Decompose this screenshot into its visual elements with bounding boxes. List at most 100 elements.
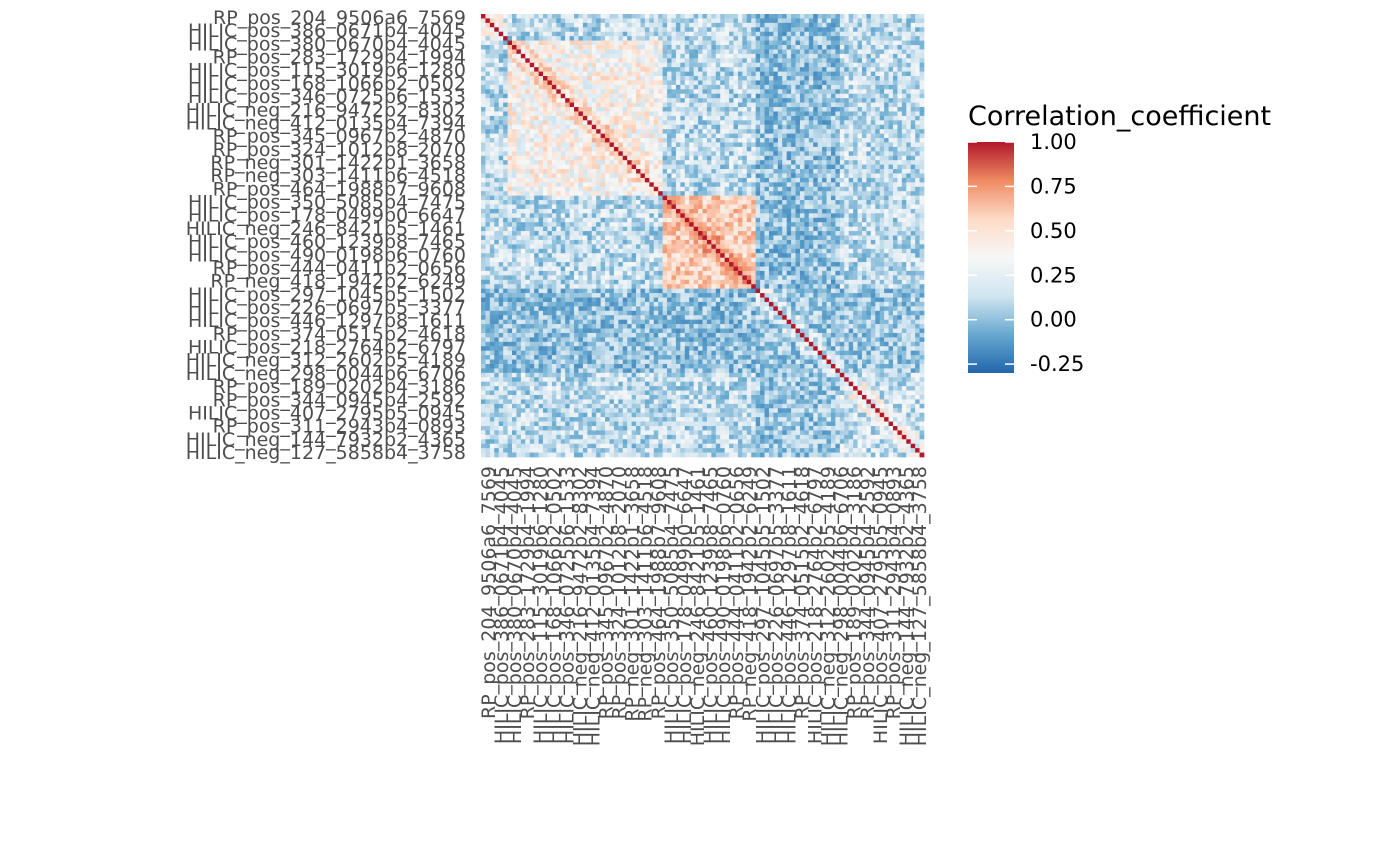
heatmap-cell (538, 169, 544, 174)
heatmap-cell (675, 226, 681, 232)
heatmap-cell (675, 133, 681, 139)
heatmap-cell (662, 49, 668, 55)
heatmap-cell (737, 208, 743, 214)
heatmap-cell (547, 111, 553, 117)
heatmap-cell (587, 208, 593, 214)
heatmap-cell (516, 107, 522, 112)
heatmap-cell (857, 18, 863, 24)
heatmap-cell (591, 124, 597, 130)
heatmap-cell (702, 27, 708, 33)
heatmap-cell (817, 67, 823, 72)
heatmap-cell (715, 84, 721, 90)
heatmap-cell (591, 169, 597, 174)
heatmap-cell (543, 222, 548, 227)
heatmap-cell (768, 58, 774, 64)
heatmap-cell (826, 98, 832, 103)
heatmap-cell (795, 151, 801, 157)
heatmap-cell (799, 18, 805, 24)
heatmap-cell (799, 231, 805, 236)
heatmap-cell (591, 40, 597, 46)
heatmap-cell (822, 31, 827, 37)
heatmap-cell (884, 49, 889, 55)
heatmap-cell (587, 45, 593, 50)
heatmap-cell (569, 98, 575, 103)
heatmap-cell (764, 53, 770, 59)
heatmap-cell (489, 58, 495, 64)
heatmap-cell (653, 169, 659, 174)
heatmap-cell (569, 31, 575, 37)
heatmap-cell (835, 164, 841, 170)
heatmap-cell (649, 49, 655, 55)
heatmap-cell (777, 89, 783, 95)
heatmap-cell (596, 124, 601, 130)
heatmap-cell (698, 98, 703, 103)
heatmap-cell (857, 146, 863, 152)
heatmap-cell (543, 200, 548, 205)
heatmap-cell (711, 115, 717, 121)
heatmap-cell (782, 62, 788, 68)
heatmap-cell (844, 53, 850, 59)
heatmap-cell (512, 146, 517, 152)
heatmap-cell (684, 31, 690, 37)
heatmap-cell (680, 58, 686, 64)
heatmap-cell (644, 217, 650, 223)
heatmap-cell (760, 40, 765, 46)
heatmap-cell (724, 146, 730, 152)
heatmap-cell (636, 93, 641, 99)
heatmap-cell (569, 191, 575, 196)
heatmap-cell (915, 22, 920, 28)
heatmap-cell (892, 40, 898, 46)
heatmap-cell (768, 124, 774, 130)
heatmap-cell (760, 195, 765, 201)
heatmap-cell (764, 45, 770, 50)
heatmap-cell (848, 151, 854, 157)
heatmap-cell (755, 71, 761, 77)
heatmap-cell (897, 151, 903, 157)
heatmap-cell (888, 93, 894, 99)
heatmap-cell (507, 93, 513, 99)
heatmap-cell (760, 160, 765, 165)
heatmap-cell (906, 53, 912, 59)
heatmap-cell (609, 53, 615, 59)
heatmap-cell (702, 80, 708, 86)
heatmap-cell (574, 40, 579, 46)
heatmap-cell (609, 231, 615, 236)
heatmap-cell (901, 195, 907, 201)
heatmap-cell (618, 182, 624, 188)
heatmap-cell (786, 155, 792, 161)
heatmap-cell (892, 164, 898, 170)
heatmap-cell (897, 120, 903, 126)
heatmap-cell (675, 222, 681, 227)
heatmap-cell (715, 102, 721, 108)
heatmap-cell (516, 177, 522, 183)
heatmap-cell (574, 208, 579, 214)
heatmap-cell (613, 155, 619, 161)
heatmap-cell (631, 111, 637, 117)
heatmap-cell (799, 93, 805, 99)
heatmap-cell (910, 22, 916, 28)
heatmap-cell (799, 62, 805, 68)
heatmap-cell (582, 89, 588, 95)
heatmap-cell (609, 124, 615, 130)
heatmap-cell (667, 195, 672, 201)
heatmap-cell (684, 213, 690, 219)
heatmap-cell (879, 115, 885, 121)
heatmap-cell (658, 191, 663, 196)
heatmap-cell (857, 173, 863, 179)
heatmap-cell (587, 62, 593, 68)
heatmap-cell (618, 213, 624, 219)
heatmap-cell (808, 62, 814, 68)
heatmap-cell (591, 133, 597, 139)
heatmap-cell (556, 45, 562, 50)
heatmap-cell (906, 186, 912, 192)
heatmap-cell (644, 18, 650, 24)
heatmap-cell (755, 231, 761, 236)
heatmap-cell (715, 111, 721, 117)
heatmap-cell (618, 102, 624, 108)
heatmap-cell (622, 217, 628, 223)
heatmap-cell (910, 14, 916, 19)
heatmap-cell (498, 120, 504, 126)
heatmap-cell (680, 49, 686, 55)
heatmap-cell (773, 191, 779, 196)
heatmap-cell (481, 142, 486, 148)
